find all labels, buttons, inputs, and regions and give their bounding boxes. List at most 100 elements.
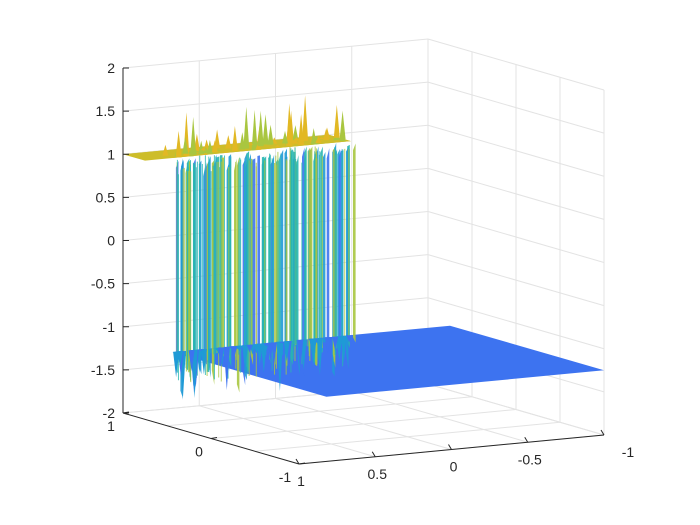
lower-noise-dip (188, 350, 195, 372)
lower-noise-dip (256, 343, 263, 366)
grid-line (210, 409, 517, 439)
upper-noise-peak (333, 104, 340, 138)
upper-noise-peak (198, 140, 205, 155)
lower-noise-dip (256, 343, 263, 350)
lower-noise-dip (340, 335, 347, 364)
upper-noise-peak (293, 137, 300, 141)
upper-noise-peak (298, 114, 305, 146)
upper-noise-peak (175, 130, 182, 158)
upper-noise-peak (231, 126, 238, 152)
curtain-strip (353, 143, 356, 343)
lower-noise-dip (242, 345, 249, 370)
x-tick (524, 436, 529, 443)
z-tick-label: 2 (107, 60, 115, 76)
x-tick (295, 458, 300, 465)
lower-noise-dip (332, 336, 339, 351)
lower-noise-dip (173, 351, 180, 378)
z-tick-label: 1 (107, 146, 115, 162)
lower-noise-dip (246, 344, 253, 353)
lower-noise-dip (336, 336, 343, 362)
upper-noise-peak (315, 136, 322, 143)
upper-noise-peak (310, 128, 317, 145)
lower-noise-dip (310, 338, 317, 367)
curtain-strip (180, 158, 183, 399)
x-tick (600, 429, 605, 436)
upper-noise-peak (188, 150, 194, 154)
curtain-strip (252, 158, 256, 361)
curtain-strip (304, 146, 307, 347)
lower-noise-dip (271, 342, 278, 364)
lower-noise-dip (267, 342, 274, 361)
lower-noise-dip (274, 342, 281, 343)
y-tick (298, 462, 306, 465)
upper-noise-peak (225, 140, 231, 149)
x-tick-label: -0.5 (518, 451, 542, 467)
upper-noise-peak (190, 116, 197, 155)
upper-noise-peak (267, 124, 274, 145)
curtain-strip (280, 149, 284, 356)
lower-noise-dip (223, 346, 230, 391)
x-tick (371, 451, 376, 458)
lower-noise-dip (316, 338, 323, 375)
upper-noise-peak (292, 139, 299, 144)
y-tick-label: 1 (107, 418, 115, 434)
lower-noise-dip (346, 335, 353, 343)
x-tick-label: 0 (450, 459, 458, 475)
upper-noise-peak (257, 110, 264, 147)
z-tick-label: 1.5 (96, 103, 116, 119)
lower-noise-dip (319, 337, 326, 339)
lower-noise-dip (236, 345, 243, 352)
lower-noise-dip (262, 343, 269, 356)
upper-noise-peak (292, 125, 299, 141)
curtain-strip (326, 148, 330, 352)
curtain-strip (257, 155, 260, 356)
curtain-strip (302, 147, 305, 377)
upper-noise-peak (297, 140, 303, 143)
lower-noise-dip (191, 350, 198, 399)
grid-line (254, 421, 561, 452)
x-tick-label: 0.5 (368, 466, 388, 482)
upper-noise-peak (302, 95, 309, 141)
upper-noise-peak (318, 137, 325, 139)
z-tick-label: -1 (103, 319, 116, 335)
z-tick-label: 0.5 (96, 189, 116, 205)
y-tick-label: 0 (195, 444, 203, 460)
curtain-strip (221, 157, 224, 357)
lower-noise-dip (217, 347, 224, 367)
lower-noise-dip (283, 341, 290, 362)
curtain-strip (322, 152, 326, 343)
curtain-strip (278, 152, 281, 361)
axis-layer (122, 67, 605, 465)
y-tick-label: -1 (279, 469, 292, 485)
lower-noise-dip (231, 346, 237, 360)
z-tick-label: 0 (107, 233, 115, 249)
upper-noise-peak (299, 139, 306, 142)
z-tick-label: -1.5 (91, 362, 115, 378)
lower-noise-dip (200, 349, 207, 375)
upper-noise-peak (206, 140, 213, 154)
curtain-strip (309, 146, 313, 349)
upper-noise-peak (324, 127, 330, 139)
x-tick (448, 444, 452, 450)
curtain-strip (246, 151, 250, 373)
curtain-strip (346, 147, 349, 369)
grid-line (166, 396, 473, 427)
lower-noise-dip (276, 341, 283, 391)
lower-noise-dip (197, 349, 204, 351)
x-tick-label: -1 (622, 444, 635, 460)
curtain-strip (338, 148, 342, 352)
upper-noise-peak (200, 147, 207, 151)
upper-noise-peak (274, 144, 281, 148)
surface-layer (123, 95, 604, 400)
y-tick (210, 437, 218, 439)
x-tick-label: 1 (297, 473, 305, 489)
curtain-strip (228, 155, 232, 368)
upper-noise-peak (203, 139, 210, 151)
upper-noise-peak (162, 144, 169, 156)
upper-noise-peak (313, 142, 320, 144)
upper-noise-peak (193, 150, 199, 152)
z-tick-label: -0.5 (91, 276, 115, 292)
upper-noise-peak (288, 132, 295, 144)
